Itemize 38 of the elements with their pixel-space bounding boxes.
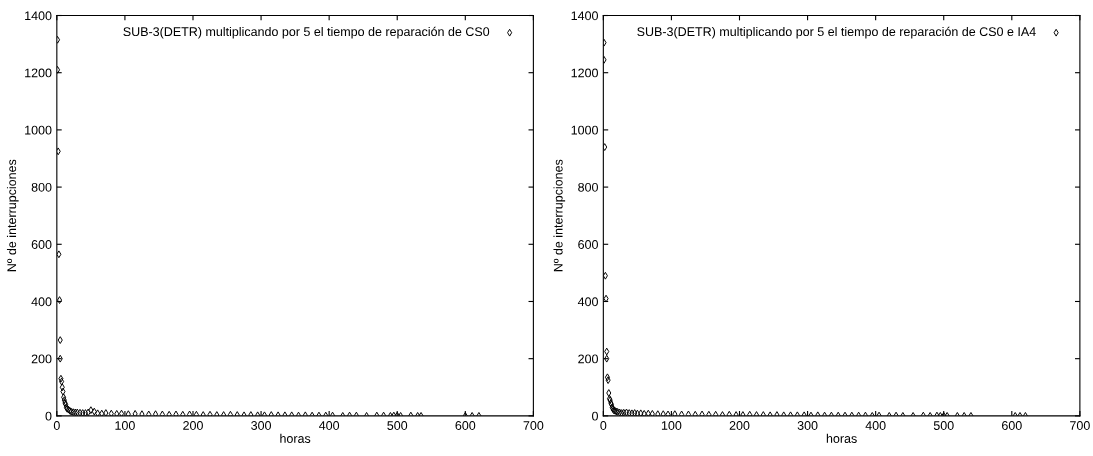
x-tick-label: 400: [319, 421, 340, 430]
y-tick-label: 1400: [571, 11, 598, 21]
x-axis-title: horas: [280, 433, 311, 443]
y-tick-label: 600: [31, 240, 52, 249]
y-axis-title: Nº de interrupciones: [553, 159, 566, 272]
x-tick-label: 0: [600, 421, 607, 430]
x-tick-label: 700: [523, 421, 544, 430]
y-tick-label: 400: [577, 297, 598, 307]
y-tick-label: 1200: [571, 68, 598, 78]
y-axis-title: Nº de interrupciones: [6, 159, 19, 272]
y-tick-label: 1000: [571, 125, 598, 135]
y-tick-label: 1200: [25, 68, 52, 78]
x-tick-label: 100: [115, 421, 135, 430]
y-tick-label: 200: [31, 354, 52, 364]
y-tick-label: 800: [578, 182, 598, 192]
y-tick-label: 200: [578, 354, 598, 364]
x-tick-label: 300: [797, 421, 818, 430]
x-tick-label: 500: [933, 421, 954, 430]
x-tick-label: 600: [1002, 421, 1022, 430]
x-tick-label: 200: [183, 421, 203, 430]
x-tick-label: 400: [865, 421, 886, 430]
y-tick-label: 1400: [25, 11, 52, 21]
x-tick-label: 100: [661, 421, 682, 430]
y-tick-label: 0: [592, 411, 598, 421]
x-tick-label: 300: [251, 421, 272, 430]
y-tick-label: 800: [31, 182, 52, 192]
y-tick-label: 1000: [25, 125, 52, 135]
x-axis-title: horas: [826, 433, 857, 443]
legend-label: SUB-3(DETR) multiplicando por 5 el tiempo de reparación de CS0 e IA4: [637, 26, 1036, 39]
x-tick-label: 0: [53, 421, 60, 430]
y-tick-label: 400: [31, 297, 52, 307]
x-tick-label: 700: [1070, 421, 1090, 430]
y-tick-label: 0: [45, 411, 52, 421]
x-tick-label: 600: [455, 421, 476, 430]
y-tick-label: 600: [578, 240, 598, 249]
x-tick-label: 200: [729, 421, 750, 430]
legend-label: SUB-3(DETR) multiplicando por 5 el tiempo de reparación de CS0: [123, 26, 490, 39]
x-tick-label: 500: [387, 421, 408, 430]
